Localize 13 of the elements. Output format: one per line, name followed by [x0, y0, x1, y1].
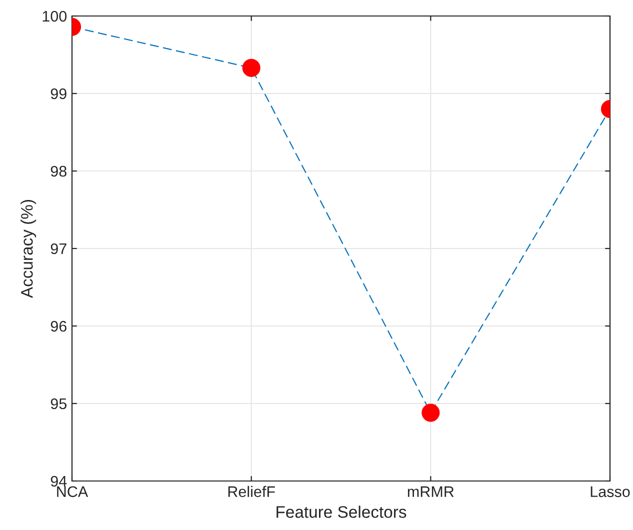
x-tick-label: Lasso [590, 486, 630, 498]
y-tick-label: 94 [50, 476, 67, 487]
y-axis-title: Accuracy (%) [20, 200, 36, 298]
y-tick-label: 100 [42, 10, 67, 22]
x-tick-label: mRMR [408, 486, 454, 497]
y-tick-label: 99 [50, 88, 66, 100]
x-tick-label: NCA [57, 486, 88, 498]
x-axis-title: Feature Selectors [276, 506, 406, 518]
y-tick-label: 97 [50, 243, 66, 254]
y-tick-label: 98 [50, 166, 66, 177]
x-tick-label: ReliefF [228, 486, 275, 498]
y-tick-label: 96 [50, 320, 66, 332]
y-tick-label: 95 [50, 398, 66, 410]
